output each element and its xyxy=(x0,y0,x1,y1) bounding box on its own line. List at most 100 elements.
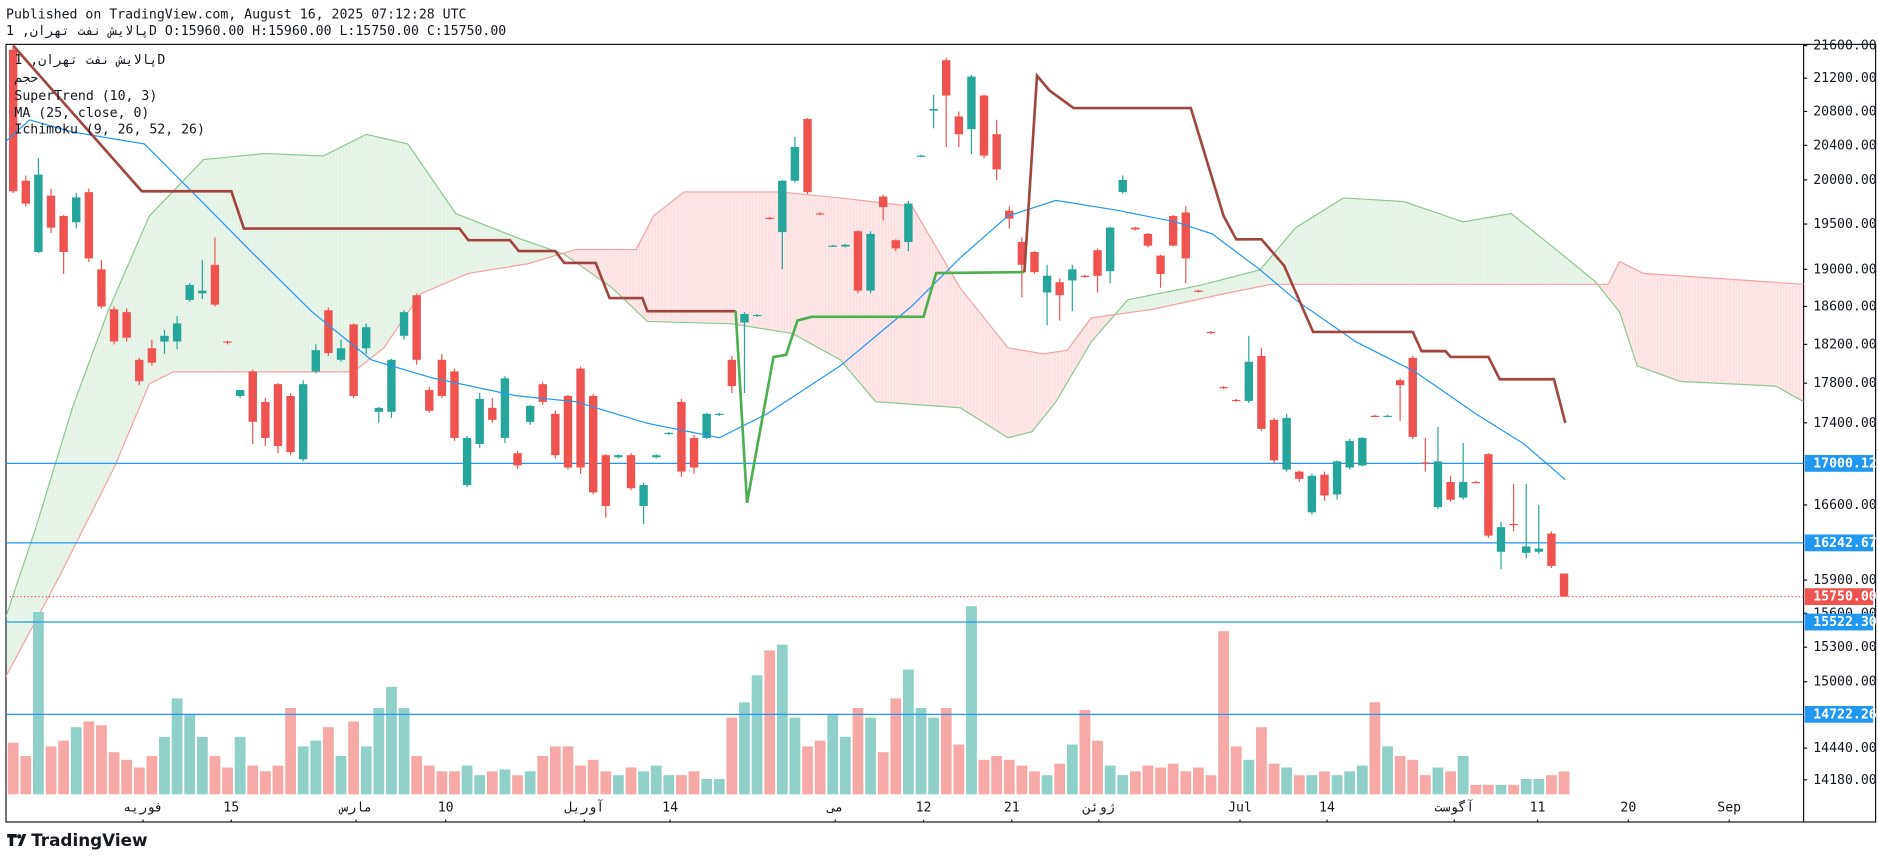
price-label: 14722.26 xyxy=(1813,707,1877,722)
candle-body xyxy=(778,180,787,233)
cloud-fill xyxy=(929,234,933,406)
cloud-fill xyxy=(78,383,82,539)
candle-body xyxy=(1181,212,1190,259)
cloud-fill xyxy=(1351,198,1356,285)
cloud-fill xyxy=(1178,289,1182,304)
cloud-fill xyxy=(90,348,95,514)
cloud-fill xyxy=(935,245,940,407)
cloud-fill xyxy=(1067,345,1072,382)
legend-symbol: پالایش نفت تهران, 1D xyxy=(14,53,165,68)
volume-bar xyxy=(1003,759,1015,795)
cloud-fill xyxy=(948,267,952,408)
cloud-fill xyxy=(809,194,813,345)
cloud-fill xyxy=(765,191,769,330)
volume-bar xyxy=(45,746,57,795)
cloud-fill xyxy=(1093,317,1097,340)
cloud-fill xyxy=(957,283,962,409)
cloud-fill xyxy=(1058,351,1062,398)
cloud-fill xyxy=(985,319,990,426)
cloud-fill xyxy=(573,249,577,263)
cloud-fill xyxy=(1241,273,1245,291)
candle-body xyxy=(1168,216,1178,246)
y-tick-label: 15000.00 xyxy=(1813,675,1877,690)
candle-body xyxy=(1395,380,1405,386)
cloud-fill xyxy=(1483,217,1488,285)
cloud-fill xyxy=(219,157,224,372)
cloud-fill xyxy=(465,217,470,275)
cloud-fill xyxy=(475,221,479,273)
candle-body xyxy=(992,134,1001,170)
cloud-fill xyxy=(292,154,296,372)
cloud-fill xyxy=(1493,216,1497,285)
candle-body xyxy=(1068,269,1077,281)
cloud-fill xyxy=(1632,267,1636,360)
cloud-fill xyxy=(1014,348,1018,437)
cloud-fill xyxy=(746,191,750,327)
cloud-fill xyxy=(1427,209,1431,285)
candle-body xyxy=(1105,227,1115,272)
volume-bar xyxy=(713,779,725,795)
cloud-fill xyxy=(1023,350,1028,434)
cloud-fill xyxy=(1534,232,1538,285)
y-tick-label: 15300.00 xyxy=(1813,640,1877,655)
cloud-fill xyxy=(1042,353,1047,419)
cloud-fill xyxy=(289,154,293,372)
cloud-fill xyxy=(1143,296,1148,311)
candle-body xyxy=(172,323,182,342)
cloud-fill xyxy=(251,154,256,372)
cloud-fill xyxy=(967,296,971,415)
candle-body xyxy=(689,437,699,468)
cloud-fill xyxy=(973,304,977,418)
cloud-fill xyxy=(1004,343,1009,438)
cloud-fill xyxy=(84,365,88,526)
x-tick-label: 15 xyxy=(223,801,239,816)
cloud-fill xyxy=(506,233,511,268)
cloud-fill xyxy=(178,181,183,372)
cloud-fill xyxy=(677,194,681,323)
cloud-fill xyxy=(37,512,41,618)
y-tick-label: 18600.00 xyxy=(1813,299,1877,314)
cloud-fill xyxy=(1269,254,1274,285)
cloud-fill xyxy=(1376,199,1381,285)
y-tick-label: 18200.00 xyxy=(1813,337,1877,352)
price-label-box xyxy=(1804,613,1874,631)
cloud-fill xyxy=(1184,287,1189,303)
candle-body xyxy=(588,395,598,493)
cloud-fill xyxy=(1635,269,1639,367)
candle-body xyxy=(1559,573,1569,597)
cloud-fill xyxy=(355,138,360,371)
cloud-fill xyxy=(1130,298,1135,313)
cloud-fill xyxy=(532,242,536,263)
cloud-fill xyxy=(453,209,457,280)
candle-body xyxy=(135,359,144,382)
cloud-fill xyxy=(1071,340,1075,376)
chart-frame xyxy=(5,43,1877,823)
cloud-fill xyxy=(1414,205,1419,285)
cloud-fill xyxy=(254,154,259,372)
cloud-fill xyxy=(834,197,839,359)
volume-bar xyxy=(915,708,927,795)
cloud-fill xyxy=(1253,270,1258,288)
cloud-fill xyxy=(1660,274,1665,376)
cloud-fill xyxy=(1521,222,1526,285)
volume-bar xyxy=(272,765,284,795)
cloud-fill xyxy=(185,175,189,372)
cloud-fill xyxy=(579,249,583,267)
cloud-fill xyxy=(960,288,965,411)
cloud-fill xyxy=(1033,352,1037,431)
cloud-fill xyxy=(1096,316,1100,336)
x-tick-label: 11 xyxy=(1530,801,1546,816)
candle-body xyxy=(626,455,636,489)
cloud-fill xyxy=(1736,279,1740,385)
candle-body xyxy=(122,312,131,338)
cloud-fill xyxy=(692,191,697,323)
candle-body xyxy=(765,217,774,219)
cloud-fill xyxy=(1786,283,1791,394)
cloud-fill xyxy=(844,198,848,368)
volume-bar xyxy=(1546,775,1557,795)
volume-bar xyxy=(461,765,473,795)
candle-body xyxy=(1257,355,1266,429)
cloud-fill xyxy=(456,213,460,279)
cloud-fill xyxy=(1796,283,1800,400)
cloud-fill xyxy=(1348,198,1352,285)
